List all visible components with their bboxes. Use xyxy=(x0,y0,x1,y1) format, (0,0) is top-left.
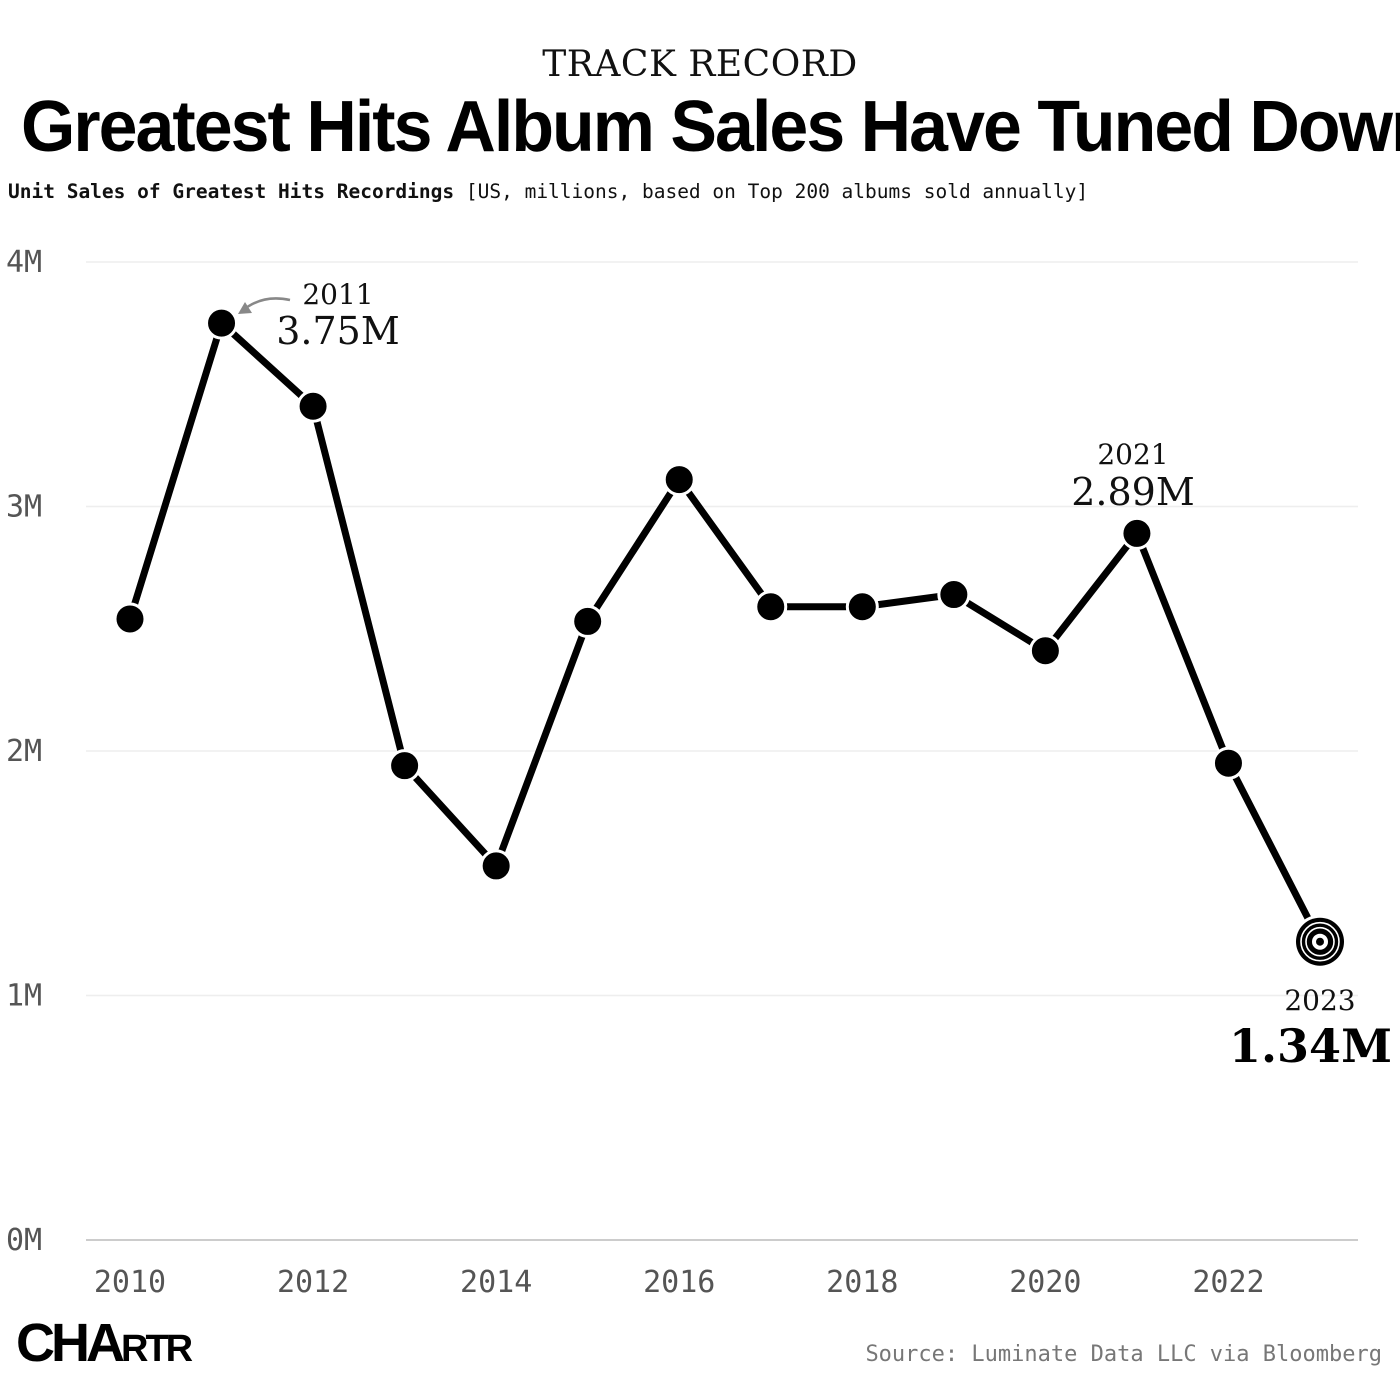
annotation-year-2023: 2023 xyxy=(1284,984,1355,1017)
data-point-2020 xyxy=(1028,634,1062,668)
subtitle-detail: [US, millions, based on Top 200 albums s… xyxy=(465,180,1089,203)
logo-text-large: CHA xyxy=(16,1313,125,1373)
source-note: Source: Luminate Data LLC via Bloomberg xyxy=(865,1342,1382,1367)
data-points xyxy=(113,306,1347,969)
chart-title: Greatest Hits Album Sales Have Tuned Dow… xyxy=(21,87,1400,167)
data-point-2017 xyxy=(754,590,788,624)
y-tick-label: 4M xyxy=(6,245,42,280)
x-tick-label: 2022 xyxy=(1192,1265,1264,1300)
data-point-2018 xyxy=(845,590,879,624)
annotation-value-2011: 3.75M xyxy=(276,309,400,353)
y-tick-label: 1M xyxy=(6,979,42,1014)
subtitle-bold: Unit Sales of Greatest Hits Recordings xyxy=(8,180,455,203)
y-tick-label: 2M xyxy=(6,734,42,769)
data-point-2011 xyxy=(205,306,239,340)
y-tick-label: 3M xyxy=(6,490,42,525)
x-tick-label: 2014 xyxy=(460,1265,532,1300)
chartr-logo: CHARTR xyxy=(16,1313,193,1373)
annotation-year-2021: 2021 xyxy=(1097,438,1168,471)
logo-text-small: RTR xyxy=(121,1328,193,1370)
data-point-2019 xyxy=(937,578,971,612)
data-point-2015 xyxy=(571,604,605,638)
chart-kicker: TRACK RECORD xyxy=(542,44,858,85)
grid-lines xyxy=(86,261,1358,1241)
data-point-2016 xyxy=(662,463,696,497)
data-point-2022 xyxy=(1211,746,1245,780)
data-point-2014 xyxy=(479,849,513,883)
annotation-year-2011: 2011 xyxy=(302,278,373,311)
annotation-value-2023: 1.34M xyxy=(1229,1019,1392,1073)
data-point-2010 xyxy=(113,602,147,636)
y-tick-label: 0M xyxy=(6,1223,42,1258)
annotation-arrowhead xyxy=(238,302,252,314)
chart-subtitle: Unit Sales of Greatest Hits Recordings [… xyxy=(8,180,1398,203)
x-tick-label: 2020 xyxy=(1009,1265,1081,1300)
x-tick-label: 2016 xyxy=(643,1265,715,1300)
data-point-2012 xyxy=(296,389,330,423)
vinyl-record-icon xyxy=(1293,914,1347,969)
x-tick-label: 2018 xyxy=(826,1265,898,1300)
series-line xyxy=(126,319,1324,944)
x-tick-label: 2010 xyxy=(94,1265,166,1300)
x-tick-label: 2012 xyxy=(277,1265,349,1300)
x-axis-ticks: 2010 2012 2014 2016 2018 2020 2022 xyxy=(94,1265,1265,1300)
data-point-2013 xyxy=(388,749,422,783)
data-point-2021 xyxy=(1120,516,1154,550)
annotation-value-2021: 2.89M xyxy=(1071,470,1195,514)
y-axis-ticks: 0M 1M 2M 3M 4M xyxy=(6,245,42,1258)
